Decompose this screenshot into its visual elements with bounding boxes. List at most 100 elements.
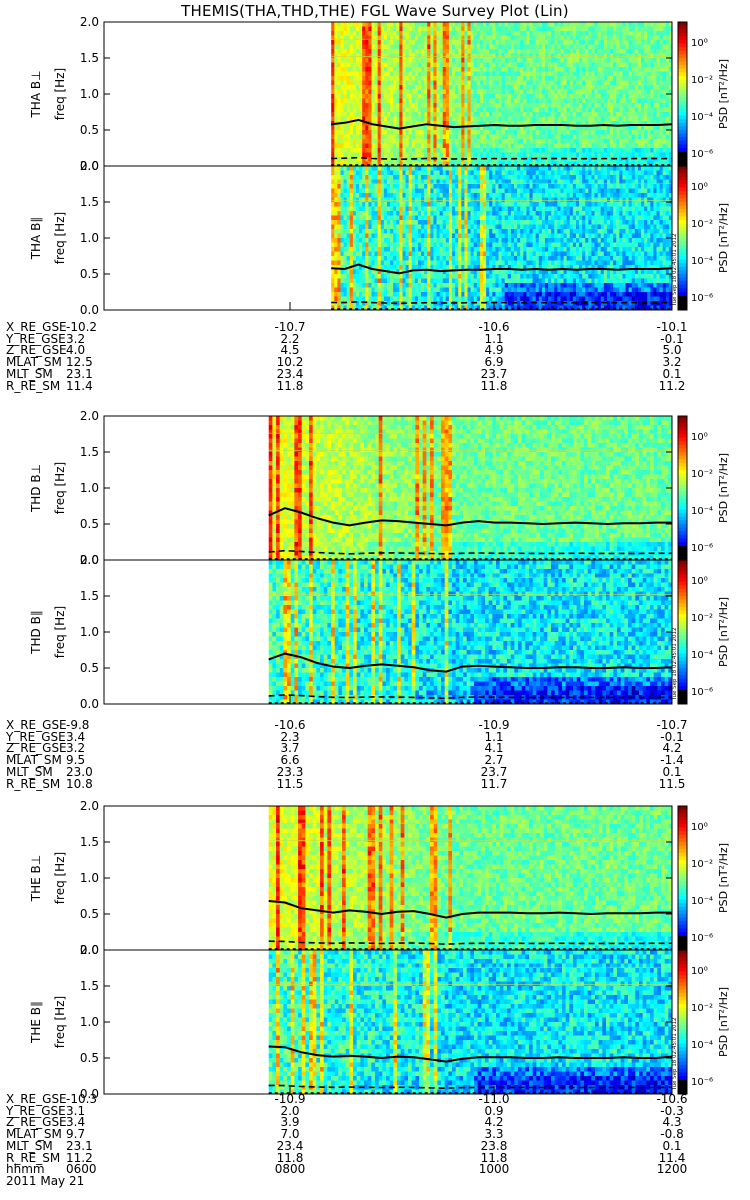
heatmap-cell — [606, 112, 611, 117]
heatmap-cell — [517, 139, 521, 144]
heatmap-cell — [507, 26, 512, 32]
heatmap-cell — [417, 44, 422, 50]
heatmap-cell — [588, 67, 592, 72]
heatmap-cell — [653, 35, 657, 41]
heatmap-cell — [402, 220, 406, 225]
heatmap-cell — [439, 26, 444, 32]
heatmap-cell — [504, 35, 509, 41]
heatmap-cell — [544, 143, 549, 149]
heatmap-cell — [486, 31, 490, 36]
heatmap-cell — [433, 184, 437, 189]
heatmap-cell — [417, 229, 422, 234]
heatmap-cell — [399, 22, 403, 27]
heatmap-cell — [526, 116, 530, 122]
heatmap-cell — [331, 220, 335, 225]
heatmap-cell — [359, 134, 363, 140]
heatmap-cell — [359, 58, 363, 63]
heatmap-cell — [337, 103, 341, 108]
heatmap-cell — [647, 157, 651, 162]
heatmap-cell — [380, 206, 385, 212]
heatmap-cell — [489, 121, 493, 126]
heatmap-cell — [610, 80, 614, 86]
heatmap-cell — [349, 197, 354, 203]
heatmap-cell — [579, 71, 583, 77]
heatmap-cell — [662, 35, 667, 41]
heatmap-cell — [588, 148, 592, 153]
colorbar-segment — [678, 61, 687, 66]
heatmap-cell — [668, 143, 673, 149]
heatmap-cell — [436, 238, 441, 243]
heatmap-cell — [421, 112, 425, 117]
heatmap-cell — [557, 89, 561, 95]
heatmap-cell — [637, 44, 642, 50]
heatmap-cell — [520, 35, 524, 41]
heatmap-cell — [498, 58, 502, 63]
heatmap-cell — [489, 85, 493, 90]
heatmap-cell — [560, 161, 564, 167]
heatmap-cell — [408, 161, 413, 167]
heatmap-cell — [331, 80, 335, 86]
heatmap-cell — [588, 35, 592, 41]
heatmap-cell — [396, 215, 400, 221]
heatmap-cell — [414, 278, 419, 284]
heatmap-cell — [479, 26, 484, 32]
heatmap-cell — [374, 224, 379, 230]
heatmap-cell — [603, 94, 608, 99]
heatmap-cell — [668, 62, 673, 68]
heatmap-cell — [445, 206, 450, 212]
heatmap-cell — [461, 152, 465, 158]
heatmap-cell — [442, 184, 447, 189]
heatmap-cell — [479, 80, 484, 86]
heatmap-cell — [355, 202, 360, 207]
heatmap-cell — [452, 283, 456, 288]
heatmap-cell — [349, 229, 354, 234]
heatmap-cell — [634, 130, 639, 135]
heatmap-cell — [427, 251, 431, 257]
heatmap-cell — [355, 53, 360, 59]
heatmap-cell — [402, 49, 406, 54]
heatmap-cell — [529, 152, 533, 158]
colorbar-segment — [678, 79, 687, 84]
heatmap-cell — [359, 193, 363, 198]
heatmap-cell — [461, 197, 465, 203]
heatmap-cell — [557, 107, 561, 113]
heatmap-cell — [396, 148, 400, 153]
heatmap-cell — [436, 166, 441, 171]
heatmap-cell — [408, 247, 413, 252]
heatmap-cell — [579, 22, 583, 27]
heatmap-cell — [362, 242, 366, 248]
heatmap-cell — [436, 251, 441, 257]
heatmap-cell — [532, 53, 537, 59]
heatmap-cell — [538, 71, 543, 77]
heatmap-cell — [566, 31, 571, 36]
heatmap-cell — [641, 112, 645, 117]
heatmap-cell — [427, 233, 431, 239]
heatmap-cell — [600, 103, 605, 108]
colorbar-segment — [678, 32, 687, 37]
heatmap-cell — [572, 148, 577, 153]
heatmap-cell — [656, 125, 661, 131]
heatmap-cell — [448, 58, 453, 63]
heatmap-cell — [631, 130, 636, 135]
heatmap-cell — [483, 98, 487, 104]
heatmap-cell — [504, 125, 509, 131]
heatmap-cell — [433, 22, 437, 27]
heatmap-cell — [647, 125, 651, 131]
heatmap-cell — [579, 58, 583, 63]
heatmap-cell — [622, 139, 626, 144]
heatmap-cell — [634, 125, 639, 131]
heatmap-cell — [390, 143, 394, 149]
heatmap-cell — [408, 260, 413, 266]
heatmap-cell — [390, 107, 394, 113]
heatmap-cell — [430, 211, 434, 216]
heatmap-cell — [483, 35, 487, 41]
heatmap-cell — [421, 130, 425, 135]
heatmap-cell — [563, 157, 568, 162]
heatmap-cell — [411, 256, 416, 261]
heatmap-cell — [371, 220, 375, 225]
heatmap-cell — [362, 238, 366, 243]
heatmap-cell — [523, 40, 527, 45]
heatmap-cell — [377, 62, 382, 68]
heatmap-cell — [349, 278, 354, 284]
heatmap-cell — [622, 62, 626, 68]
